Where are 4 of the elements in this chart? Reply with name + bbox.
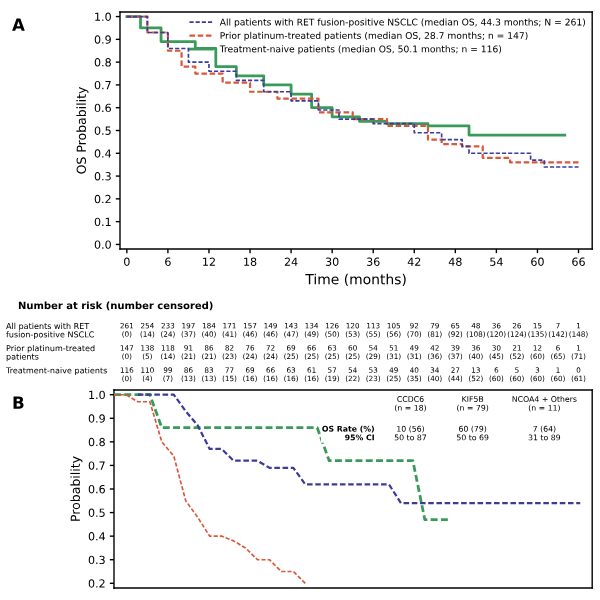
text: A — [12, 18, 25, 31]
line-series — [136, 393, 582, 505]
text: B — [13, 396, 24, 409]
line-series — [114, 393, 451, 522]
